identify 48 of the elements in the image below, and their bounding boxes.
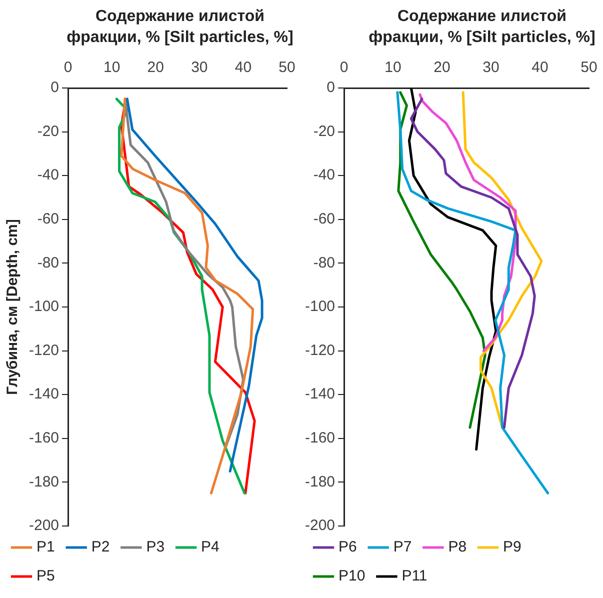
x-tick-label: 20 [434,59,450,76]
x-tick-label: 30 [482,59,500,76]
legend-label: P3 [146,538,165,556]
y-tick-label: -100 [304,298,336,316]
y-tick-label: 0 [50,79,60,96]
x-tick-label: 50 [580,59,598,76]
legend-label: P4 [201,538,220,556]
y-tick-label: -120 [304,342,336,359]
y-tick-label: -180 [28,473,60,490]
y-tick-label: -60 [313,210,336,228]
x-tick-label: 50 [278,59,296,76]
y-tick-label: -140 [304,386,336,403]
legend-label: P9 [503,538,522,556]
y-tick-label: -60 [37,210,60,228]
x-tick-label: 40 [532,59,548,76]
legend-label: P11 [402,568,428,585]
y-tick-label: -80 [313,254,336,272]
legend-label: P8 [448,538,467,556]
x-axis-title: Содержание илистой фракции, % [Silt particles, %] [66,7,294,48]
x-tick-label: 10 [384,59,402,76]
y-tick-label: -140 [28,386,60,403]
x-tick-label: 20 [147,59,164,76]
y-tick-label: -120 [28,342,60,359]
legend-label: P2 [91,538,110,556]
y-tick-label: -100 [28,298,60,316]
y-tick-label: -80 [37,254,60,272]
y-tick-label: -20 [313,122,336,140]
y-tick-label: -40 [313,166,336,184]
x-axis-title: Содержание илистой фракции, % [Silt particles, %] [368,7,596,48]
x-tick-label: 0 [64,59,72,76]
legend-label: P10 [338,568,366,585]
y-axis-title: Глубина, см [Depth, cm] [4,219,22,395]
legend-label: P5 [36,568,55,585]
y-tick-label: -160 [304,430,336,447]
legend-label: P7 [393,538,412,556]
y-tick-label: -40 [37,166,60,184]
x-tick-label: 0 [340,59,348,76]
y-tick-label: -200 [304,517,336,534]
y-tick-label: 0 [326,79,336,96]
y-tick-label: -160 [28,430,60,447]
legend-label: P6 [338,538,357,556]
y-tick-label: -200 [28,517,60,534]
x-tick-label: 30 [191,59,208,76]
x-tick-label: 10 [103,59,120,76]
y-tick-label: -20 [37,122,60,140]
legend-label: P1 [36,538,55,556]
x-tick-label: 40 [234,59,252,76]
y-tick-label: -180 [304,473,336,490]
